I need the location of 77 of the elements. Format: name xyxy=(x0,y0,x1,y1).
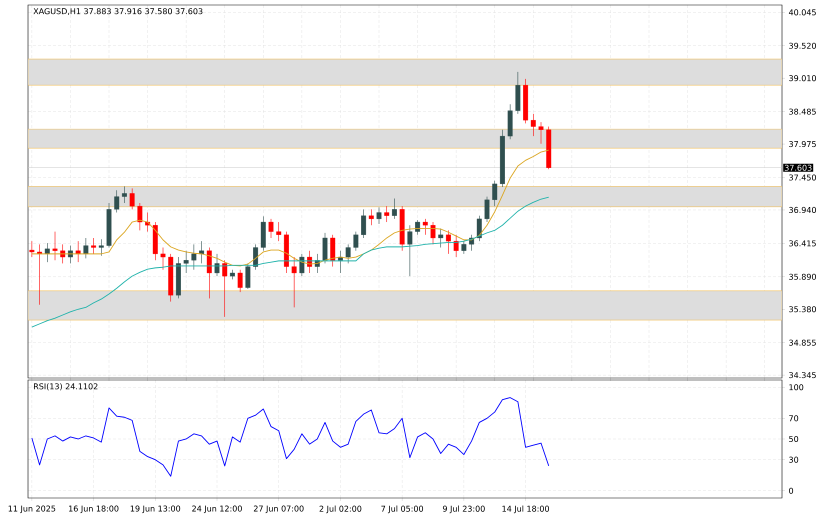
y-tick-label: 37.450 xyxy=(789,174,816,181)
chart-title: XAGUSD,H1 37.883 37.916 37.580 37.603 xyxy=(33,8,202,16)
candlestick xyxy=(37,244,42,306)
x-tick-label: 7 Jul 05:00 xyxy=(381,506,424,514)
candlestick xyxy=(206,247,212,299)
y-tick-label: 30 xyxy=(789,456,798,463)
candlestick xyxy=(530,114,536,136)
candlestick xyxy=(538,122,544,144)
candlestick xyxy=(384,206,390,222)
candlestick xyxy=(122,186,127,204)
y-tick-label: 34.345 xyxy=(789,372,816,378)
y-tick-label: 40.045 xyxy=(788,9,816,16)
candlestick xyxy=(446,230,451,254)
candlestick xyxy=(407,224,412,276)
candlestick xyxy=(222,260,228,318)
y-tick-label: 35.380 xyxy=(789,306,816,312)
x-tick-label: 16 Jun 18:00 xyxy=(69,506,118,514)
x-tick-label: 27 Jun 07:00 xyxy=(254,506,304,514)
candlestick xyxy=(392,198,397,220)
candlestick xyxy=(83,238,88,259)
candlestick xyxy=(214,254,220,276)
candlestick xyxy=(191,244,196,270)
candlestick xyxy=(76,240,81,262)
candlestick xyxy=(44,242,50,262)
candlestick xyxy=(268,218,274,238)
candlestick xyxy=(361,209,366,238)
ref-line-label: 37.603 xyxy=(784,164,812,171)
y-tick-label: 38.485 xyxy=(789,108,816,115)
y-tick-label: 39.520 xyxy=(789,42,816,49)
candlestick xyxy=(29,240,34,258)
candlestick xyxy=(91,238,96,254)
y-tick-label: 100 xyxy=(789,384,804,390)
y-tick-label: 35.890 xyxy=(789,274,816,280)
candlestick xyxy=(98,238,104,256)
x-tick-label: 9 Jul 23:00 xyxy=(442,506,485,514)
candlestick xyxy=(276,222,282,242)
candlestick xyxy=(422,218,428,236)
chart-title: RSI(13) 24.1102 xyxy=(34,383,98,390)
x-tick-label: 19 Jun 13:00 xyxy=(130,506,180,514)
candlestick xyxy=(199,240,204,264)
candlestick xyxy=(245,263,250,290)
candlestick xyxy=(322,232,328,264)
y-tick-label: 37.975 xyxy=(789,141,816,148)
candlestick xyxy=(346,244,351,264)
candlestick xyxy=(137,202,142,231)
candlestick xyxy=(238,269,243,292)
candlestick xyxy=(114,190,120,213)
candlestick xyxy=(299,254,304,276)
candlestick xyxy=(438,228,444,248)
candlestick xyxy=(484,196,490,222)
y-tick-label: 70 xyxy=(789,415,798,422)
y-tick-label: 36.940 xyxy=(789,206,816,213)
candlestick xyxy=(461,240,466,254)
line-series xyxy=(31,397,550,477)
x-tick-label: 24 Jun 12:00 xyxy=(192,506,242,514)
x-tick-label: 11 Jun 2025 xyxy=(8,506,56,514)
candlestick xyxy=(368,209,374,226)
candlestick xyxy=(330,234,336,267)
candlestick xyxy=(430,222,436,245)
candlestick xyxy=(160,247,166,270)
candlestick xyxy=(292,256,297,308)
candlestick xyxy=(184,250,189,274)
candlestick xyxy=(376,207,382,224)
y-tick-label: 39.010 xyxy=(789,75,816,82)
candlestick xyxy=(476,215,482,242)
candlestick xyxy=(52,231,58,261)
x-tick-label: 14 Jul 18:00 xyxy=(502,506,550,514)
candlestick xyxy=(230,269,235,280)
candlestick xyxy=(454,234,459,258)
y-tick-label: 50 xyxy=(789,436,798,442)
candlestick xyxy=(130,188,135,210)
y-tick-label: 34.855 xyxy=(789,340,816,346)
candlestick xyxy=(492,180,498,206)
y-tick-label: 36.415 xyxy=(789,240,816,246)
candlestick xyxy=(353,231,358,251)
y-tick-label: 0 xyxy=(789,488,794,494)
x-tick-label: 2 Jul 02:00 xyxy=(320,506,362,514)
